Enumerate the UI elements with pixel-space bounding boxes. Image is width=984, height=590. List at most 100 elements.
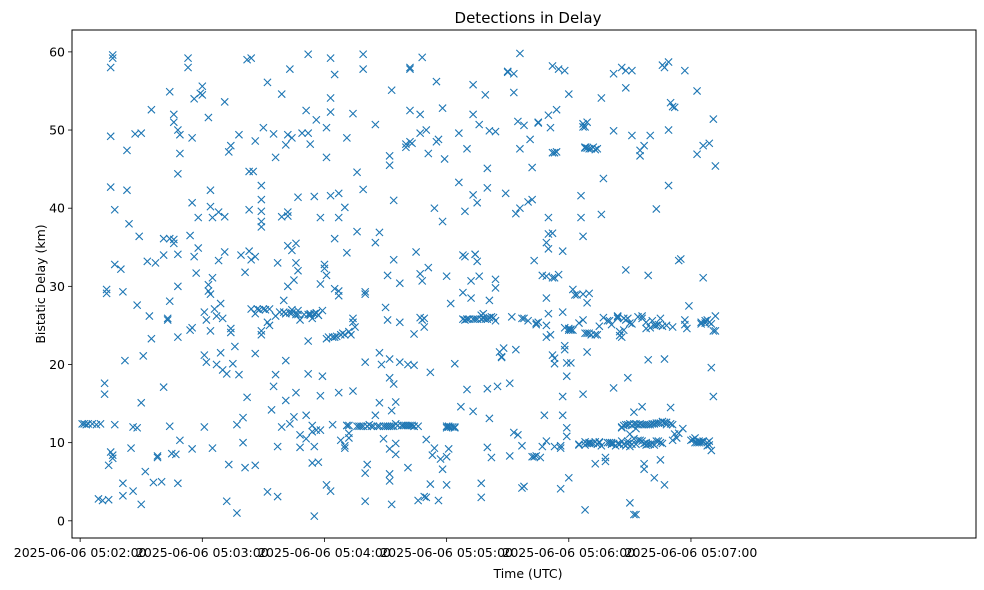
data-point	[432, 77, 441, 86]
data-point	[524, 197, 533, 206]
data-point	[458, 288, 467, 297]
data-point	[173, 333, 182, 342]
data-point	[550, 354, 559, 363]
data-point	[371, 238, 380, 247]
data-point	[220, 97, 229, 106]
data-point	[483, 164, 492, 173]
data-point	[259, 305, 268, 313]
data-point	[163, 315, 172, 324]
data-point	[471, 315, 480, 324]
data-point	[220, 212, 229, 221]
data-point	[224, 147, 233, 156]
data-point	[214, 208, 223, 217]
data-point	[100, 390, 109, 399]
data-point	[310, 309, 319, 318]
data-point	[403, 463, 412, 472]
data-point	[283, 212, 292, 220]
data-point	[206, 326, 215, 335]
data-point	[322, 153, 331, 162]
data-point	[385, 373, 394, 382]
data-point	[668, 102, 677, 111]
data-point	[322, 480, 331, 489]
data-point	[133, 301, 142, 310]
data-point	[556, 444, 565, 453]
data-point	[106, 63, 115, 72]
data-point	[485, 296, 494, 305]
data-point	[137, 398, 146, 407]
data-point	[456, 402, 465, 411]
data-point	[324, 333, 333, 342]
data-point	[562, 372, 571, 381]
data-point	[581, 143, 590, 152]
data-point	[359, 65, 368, 74]
data-point	[707, 446, 716, 455]
data-point	[426, 368, 435, 377]
data-point	[583, 329, 592, 338]
data-point	[247, 255, 256, 264]
data-point	[285, 419, 294, 428]
data-point	[110, 420, 119, 429]
data-point	[296, 443, 305, 452]
data-point	[509, 428, 518, 437]
data-point	[581, 505, 590, 514]
data-point	[438, 465, 447, 474]
data-point	[251, 136, 260, 145]
data-point	[208, 444, 217, 453]
data-point	[550, 148, 559, 157]
data-point	[574, 319, 583, 328]
data-point	[257, 222, 266, 231]
data-point	[120, 356, 129, 365]
data-point	[310, 442, 319, 451]
data-point	[662, 321, 671, 330]
data-point	[375, 228, 384, 237]
data-point	[302, 411, 311, 420]
data-point	[257, 181, 266, 190]
data-point	[102, 285, 111, 294]
data-point	[623, 437, 632, 446]
data-point	[444, 444, 453, 453]
data-point	[351, 322, 359, 331]
y-tick-label: 20	[49, 357, 65, 372]
data-point	[707, 319, 716, 328]
data-point	[287, 308, 296, 317]
data-point	[656, 438, 665, 447]
y-tick-label: 60	[49, 44, 65, 59]
data-point	[475, 272, 484, 281]
data-point	[615, 327, 624, 336]
data-point	[597, 94, 606, 102]
data-point	[454, 178, 463, 187]
data-point	[137, 500, 146, 509]
data-point	[383, 271, 392, 280]
data-point	[330, 333, 339, 342]
data-point	[108, 51, 117, 59]
data-point	[289, 276, 298, 285]
data-point	[711, 312, 720, 321]
data-point	[660, 63, 669, 72]
data-point	[487, 453, 496, 462]
data-point	[607, 320, 616, 329]
data-point	[232, 509, 241, 517]
data-point	[469, 110, 478, 119]
data-point	[501, 189, 510, 198]
data-point	[546, 330, 555, 339]
data-point	[344, 433, 353, 442]
data-point	[558, 308, 567, 317]
data-point	[204, 280, 213, 289]
data-point	[206, 186, 215, 195]
data-point	[613, 312, 622, 321]
x-tick-label: 2025-06-06 05:02:00	[14, 545, 147, 560]
data-point	[108, 451, 117, 460]
data-point	[560, 341, 569, 350]
data-point	[257, 207, 266, 216]
data-point	[275, 308, 284, 317]
data-point	[664, 58, 673, 67]
data-point	[405, 63, 414, 72]
data-point	[294, 266, 302, 275]
data-point	[664, 126, 673, 135]
data-point	[499, 344, 508, 353]
data-point	[483, 183, 492, 192]
data-point	[361, 290, 370, 299]
data-point	[463, 144, 471, 153]
data-point	[257, 330, 266, 339]
data-point	[442, 480, 451, 489]
